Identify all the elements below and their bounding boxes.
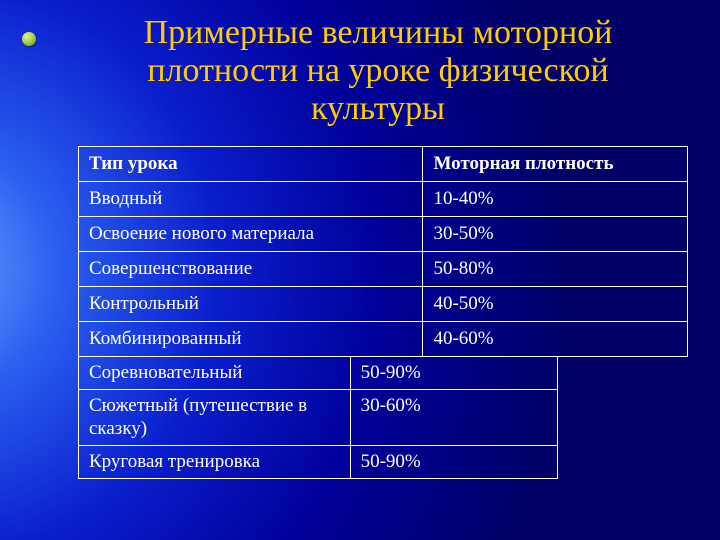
cell-value: 50-90%	[350, 357, 557, 390]
table-row: Соревновательный 50-90%	[79, 357, 558, 390]
cell-value: 50-90%	[350, 446, 557, 479]
table-row: Освоение нового материала 30-50%	[79, 217, 688, 252]
slide-title: Примерные величины моторной плотности на…	[78, 14, 678, 128]
col-header-density: Моторная плотность	[423, 147, 688, 182]
table-row: Вводный 10-40%	[79, 182, 688, 217]
cell-value: 30-50%	[423, 217, 688, 252]
cell-type: Совершенствование	[79, 252, 423, 287]
cell-type: Освоение нового материала	[79, 217, 423, 252]
table-bottom: Соревновательный 50-90% Сюжетный (путеше…	[78, 356, 558, 479]
cell-value: 40-50%	[423, 287, 688, 322]
table-row: Комбинированный 40-60%	[79, 322, 688, 357]
cell-value: 10-40%	[423, 182, 688, 217]
table-row: Контрольный 40-50%	[79, 287, 688, 322]
table-row: Тип урока Моторная плотность	[79, 147, 688, 182]
cell-type: Комбинированный	[79, 322, 423, 357]
cell-type: Контрольный	[79, 287, 423, 322]
cell-type: Круговая тренировка	[79, 446, 351, 479]
tables-wrapper: Тип урока Моторная плотность Вводный 10-…	[78, 146, 696, 479]
table-row: Круговая тренировка 50-90%	[79, 446, 558, 479]
cell-value: 50-80%	[423, 252, 688, 287]
col-header-type: Тип урока	[79, 147, 423, 182]
table-row: Совершенствование 50-80%	[79, 252, 688, 287]
cell-value: 40-60%	[423, 322, 688, 357]
table-top: Тип урока Моторная плотность Вводный 10-…	[78, 146, 688, 357]
cell-type: Соревновательный	[79, 357, 351, 390]
bullet-icon	[22, 32, 36, 46]
slide: Примерные величины моторной плотности на…	[0, 0, 720, 540]
cell-value: 30-60%	[350, 390, 557, 446]
cell-type: Сюжетный (путешествие в сказку)	[79, 390, 351, 446]
cell-type: Вводный	[79, 182, 423, 217]
table-row: Сюжетный (путешествие в сказку) 30-60%	[79, 390, 558, 446]
